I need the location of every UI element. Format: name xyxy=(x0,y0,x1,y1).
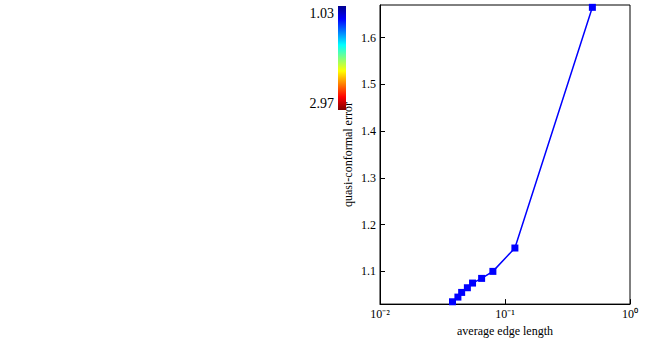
svg-text:1.2: 1.2 xyxy=(361,218,376,232)
svg-text:1.3: 1.3 xyxy=(361,171,376,185)
svg-text:10⁻²: 10⁻² xyxy=(370,307,390,321)
svg-text:1.03: 1.03 xyxy=(310,6,335,21)
svg-text:quasi-conformal error: quasi-conformal error xyxy=(341,102,355,207)
svg-text:1.1: 1.1 xyxy=(361,264,376,278)
svg-text:1.6: 1.6 xyxy=(361,31,376,45)
svg-text:1.5: 1.5 xyxy=(361,77,376,91)
svg-text:10⁻¹: 10⁻¹ xyxy=(495,307,515,321)
svg-text:10⁰: 10⁰ xyxy=(622,307,638,321)
svg-text:average edge length: average edge length xyxy=(457,324,553,338)
svg-text:1.4: 1.4 xyxy=(361,124,376,138)
svg-text:2.97: 2.97 xyxy=(310,96,335,111)
